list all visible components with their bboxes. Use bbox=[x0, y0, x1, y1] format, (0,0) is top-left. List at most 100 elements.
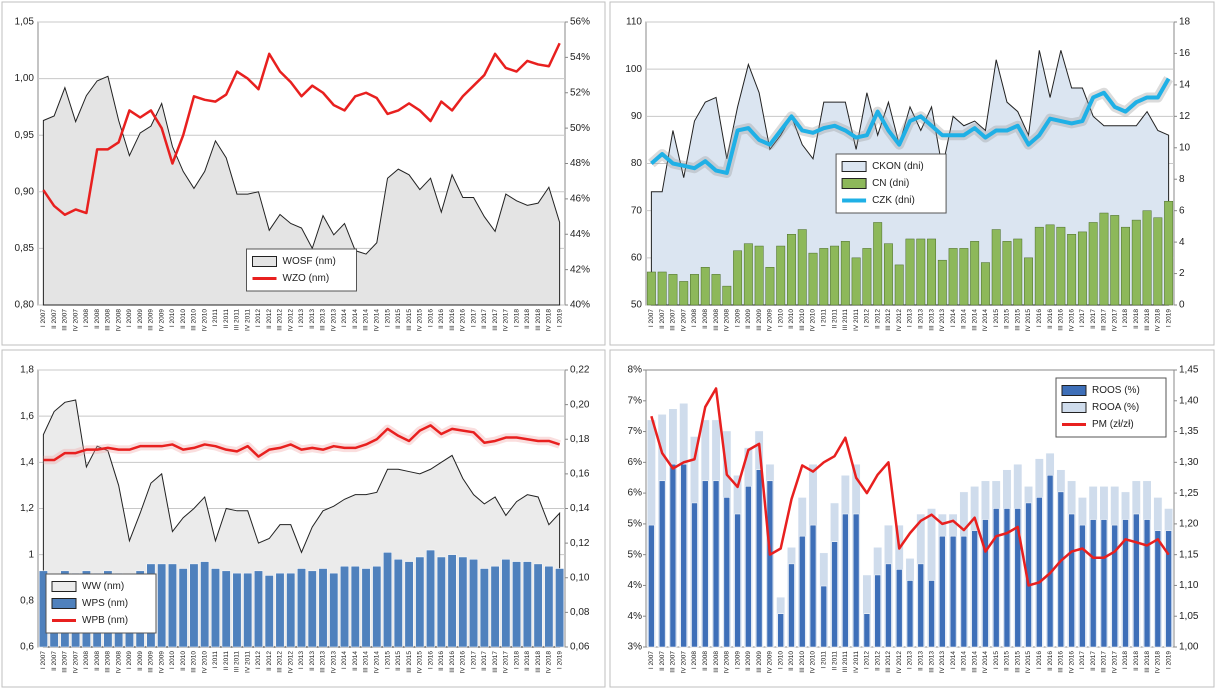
y2-tick-label: 1,25 bbox=[1179, 488, 1199, 499]
bar bbox=[297, 568, 306, 648]
x-tick-label: I 2008 bbox=[691, 309, 698, 327]
bar bbox=[1067, 234, 1077, 306]
x-tick-label: II 2015 bbox=[1004, 651, 1011, 671]
legend-label: WZO (nm) bbox=[283, 273, 330, 284]
bar bbox=[189, 563, 199, 648]
x-tick-label: III 2008 bbox=[713, 651, 720, 673]
y2-tick-label: 18 bbox=[1179, 17, 1191, 28]
x-tick-label: III 2010 bbox=[191, 309, 198, 331]
x-tick-label: III 2013 bbox=[320, 309, 327, 331]
x-tick-label: IV 2018 bbox=[1155, 651, 1162, 674]
bar bbox=[1045, 224, 1055, 306]
y-tick-label: 0,85 bbox=[15, 243, 35, 254]
x-tick-label: IV 2014 bbox=[374, 309, 381, 332]
bar bbox=[178, 568, 188, 648]
x-tick-label: I 2010 bbox=[169, 651, 176, 669]
x-tick-label: III 2018 bbox=[535, 651, 542, 673]
bar bbox=[831, 541, 838, 648]
bar bbox=[819, 248, 829, 306]
x-tick-label: IV 2012 bbox=[287, 309, 294, 332]
x-tick-label: I 2016 bbox=[427, 309, 434, 327]
bar bbox=[711, 274, 721, 306]
bar bbox=[1133, 513, 1140, 648]
bar bbox=[1024, 257, 1033, 306]
bar bbox=[1165, 530, 1172, 648]
bar bbox=[1003, 508, 1011, 648]
y-tick-label: 90 bbox=[631, 111, 643, 122]
bar bbox=[1057, 491, 1065, 648]
x-tick-label: IV 2018 bbox=[546, 309, 553, 332]
x-tick-label: IV 2011 bbox=[244, 309, 251, 331]
y-tick-label: 110 bbox=[626, 17, 642, 28]
y-tick-label: 0,90 bbox=[15, 186, 35, 197]
x-tick-label: IV 2010 bbox=[810, 651, 817, 674]
x-tick-label: II 2012 bbox=[266, 309, 273, 329]
bar bbox=[906, 580, 914, 648]
x-tick-label: IV 2009 bbox=[158, 309, 165, 332]
bar bbox=[200, 561, 210, 648]
x-tick-label: III 2014 bbox=[363, 309, 370, 331]
x-tick-label: I 2018 bbox=[1122, 651, 1129, 669]
y2-tick-label: 42% bbox=[570, 264, 590, 275]
x-tick-label: IV 2007 bbox=[680, 309, 687, 332]
y2-tick-label: 2 bbox=[1179, 268, 1185, 279]
bar bbox=[743, 243, 753, 306]
x-tick-label: I 2015 bbox=[384, 309, 391, 327]
line bbox=[650, 387, 1170, 587]
x-tick-label: II 2014 bbox=[961, 309, 968, 329]
bar bbox=[1079, 524, 1086, 648]
x-tick-label: IV 2014 bbox=[982, 651, 989, 674]
bar bbox=[960, 535, 968, 648]
legend-swatch bbox=[51, 581, 77, 592]
x-tick-label: IV 2009 bbox=[158, 651, 165, 674]
bar bbox=[1002, 241, 1012, 306]
legend-label: WPB (nm) bbox=[82, 615, 128, 626]
legend-label: CZK (dni) bbox=[872, 195, 915, 206]
x-tick-label: I 2007 bbox=[648, 651, 655, 669]
x-tick-label: IV 2012 bbox=[287, 651, 294, 674]
y2-tick-label: 1,20 bbox=[1179, 519, 1199, 530]
x-tick-label: II 2013 bbox=[309, 651, 316, 671]
line bbox=[42, 42, 561, 217]
x-tick-label: IV 2015 bbox=[417, 651, 424, 674]
x-tick-label: IV 2013 bbox=[330, 651, 337, 674]
bar bbox=[1100, 519, 1108, 648]
bar bbox=[712, 480, 720, 648]
y-tick-label: 1 bbox=[28, 549, 34, 560]
legend: CKON (dni) CN (dni) CZK (dni) bbox=[835, 153, 947, 214]
bar bbox=[1046, 475, 1054, 648]
bar bbox=[1131, 219, 1141, 306]
y2-tick-label: 0,14 bbox=[570, 503, 590, 514]
x-tick-label: IV 2018 bbox=[546, 651, 553, 674]
x-tick-label: II 2014 bbox=[352, 651, 359, 671]
y-tick-label: 1,05 bbox=[15, 17, 35, 28]
y2-tick-label: 56% bbox=[570, 17, 590, 28]
x-tick-label: III 2012 bbox=[277, 309, 284, 331]
bar bbox=[1036, 497, 1043, 648]
y2-tick-label: 16 bbox=[1179, 48, 1191, 59]
chart-panel: 50 60 70 80 90 100 110 0 2 4 6 8 10 12 14 16 18 I 2007 II … bbox=[609, 1, 1215, 346]
bar bbox=[840, 241, 850, 306]
y2-tick-label: 14 bbox=[1179, 80, 1191, 91]
x-tick-label: II 2015 bbox=[395, 651, 402, 671]
bar bbox=[232, 572, 242, 648]
bar bbox=[733, 250, 743, 306]
x-tick-label: III 2018 bbox=[535, 309, 542, 331]
x-tick-label: II 2011 bbox=[223, 651, 230, 671]
bar bbox=[1068, 513, 1075, 648]
y-tick-label: 60 bbox=[631, 252, 643, 263]
y2-tick-label: 1,30 bbox=[1179, 457, 1199, 468]
bar bbox=[820, 585, 828, 648]
x-tick-label: I 2007 bbox=[648, 309, 655, 327]
line bbox=[43, 424, 561, 462]
y-tick-label: 7% bbox=[628, 426, 643, 437]
bar bbox=[426, 549, 436, 648]
x-tick-label: I 2008 bbox=[83, 651, 90, 669]
bar bbox=[679, 281, 689, 306]
bar bbox=[211, 568, 220, 648]
bar bbox=[1110, 215, 1120, 306]
x-tick-label: I 2013 bbox=[907, 309, 914, 327]
x-tick-label: II 2008 bbox=[702, 651, 709, 671]
bar bbox=[469, 559, 479, 648]
x-tick-label: I 2010 bbox=[777, 651, 784, 669]
